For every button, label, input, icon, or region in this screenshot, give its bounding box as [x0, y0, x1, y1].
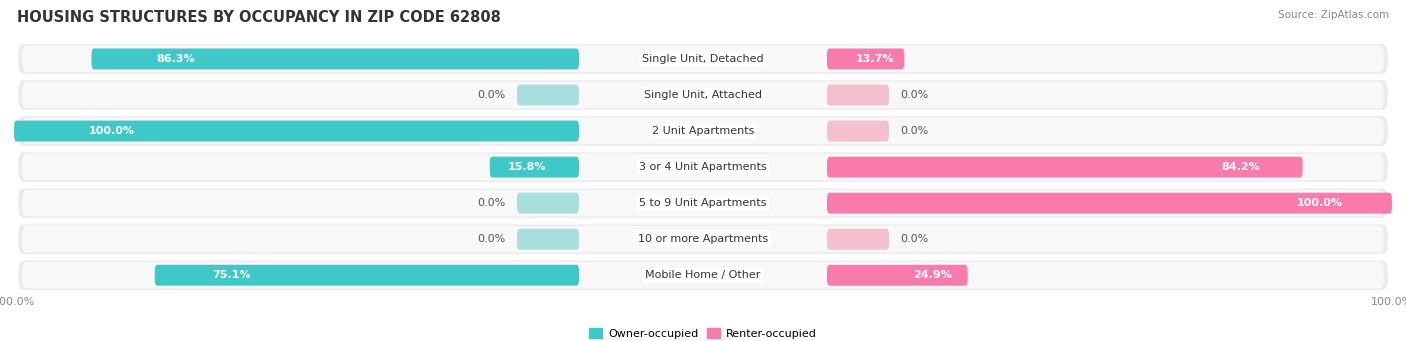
- FancyBboxPatch shape: [517, 229, 579, 250]
- Text: 0.0%: 0.0%: [478, 234, 506, 244]
- FancyBboxPatch shape: [155, 265, 579, 286]
- Text: Mobile Home / Other: Mobile Home / Other: [645, 270, 761, 280]
- FancyBboxPatch shape: [22, 154, 1384, 180]
- FancyBboxPatch shape: [22, 190, 1384, 217]
- Text: 0.0%: 0.0%: [900, 234, 928, 244]
- FancyBboxPatch shape: [827, 265, 967, 286]
- Text: 84.2%: 84.2%: [1222, 162, 1261, 172]
- Text: HOUSING STRUCTURES BY OCCUPANCY IN ZIP CODE 62808: HOUSING STRUCTURES BY OCCUPANCY IN ZIP C…: [17, 10, 501, 25]
- FancyBboxPatch shape: [22, 81, 1384, 108]
- Text: Single Unit, Detached: Single Unit, Detached: [643, 54, 763, 64]
- Text: 24.9%: 24.9%: [914, 270, 952, 280]
- FancyBboxPatch shape: [22, 46, 1384, 72]
- FancyBboxPatch shape: [18, 188, 1388, 218]
- FancyBboxPatch shape: [14, 121, 579, 142]
- FancyBboxPatch shape: [91, 48, 579, 70]
- FancyBboxPatch shape: [18, 44, 1388, 74]
- FancyBboxPatch shape: [18, 80, 1388, 110]
- Text: 100.0%: 100.0%: [89, 126, 135, 136]
- Text: 0.0%: 0.0%: [478, 90, 506, 100]
- Text: 0.0%: 0.0%: [478, 198, 506, 208]
- FancyBboxPatch shape: [22, 118, 1384, 144]
- FancyBboxPatch shape: [517, 193, 579, 213]
- Text: 3 or 4 Unit Apartments: 3 or 4 Unit Apartments: [640, 162, 766, 172]
- FancyBboxPatch shape: [827, 229, 889, 250]
- FancyBboxPatch shape: [827, 157, 1303, 178]
- Text: 75.1%: 75.1%: [212, 270, 252, 280]
- FancyBboxPatch shape: [827, 48, 904, 70]
- Text: 15.8%: 15.8%: [508, 162, 546, 172]
- Text: 13.7%: 13.7%: [856, 54, 894, 64]
- Text: Single Unit, Attached: Single Unit, Attached: [644, 90, 762, 100]
- Text: 2 Unit Apartments: 2 Unit Apartments: [652, 126, 754, 136]
- FancyBboxPatch shape: [18, 261, 1388, 290]
- Legend: Owner-occupied, Renter-occupied: Owner-occupied, Renter-occupied: [585, 324, 821, 341]
- FancyBboxPatch shape: [18, 224, 1388, 254]
- FancyBboxPatch shape: [489, 157, 579, 178]
- Text: 86.3%: 86.3%: [157, 54, 195, 64]
- Text: 0.0%: 0.0%: [900, 90, 928, 100]
- Text: Source: ZipAtlas.com: Source: ZipAtlas.com: [1278, 10, 1389, 20]
- FancyBboxPatch shape: [827, 121, 889, 142]
- Text: 10 or more Apartments: 10 or more Apartments: [638, 234, 768, 244]
- FancyBboxPatch shape: [22, 226, 1384, 253]
- FancyBboxPatch shape: [827, 85, 889, 105]
- Text: 100.0%: 100.0%: [1296, 198, 1343, 208]
- Text: 5 to 9 Unit Apartments: 5 to 9 Unit Apartments: [640, 198, 766, 208]
- FancyBboxPatch shape: [827, 193, 1392, 213]
- FancyBboxPatch shape: [18, 152, 1388, 182]
- FancyBboxPatch shape: [22, 262, 1384, 288]
- FancyBboxPatch shape: [18, 116, 1388, 146]
- FancyBboxPatch shape: [517, 85, 579, 105]
- Text: 0.0%: 0.0%: [900, 126, 928, 136]
